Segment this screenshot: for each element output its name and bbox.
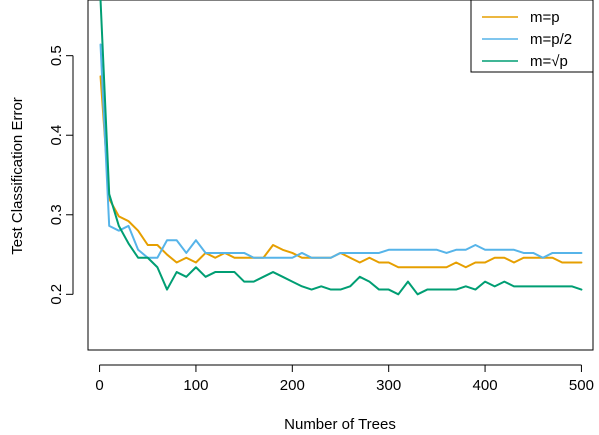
x-axis-title: Number of Trees — [284, 416, 396, 433]
series-line-3 — [99, 0, 583, 296]
x-tick-label: 100 — [183, 377, 208, 394]
y-tick-label: 0.5 — [48, 45, 65, 66]
legend-label: m=p — [530, 9, 560, 26]
legend-label: m=p/2 — [530, 31, 572, 48]
x-tick-label: 300 — [376, 377, 401, 394]
x-tick-label: 400 — [473, 377, 498, 394]
series-line-2 — [99, 43, 583, 259]
plot-frame — [87, 0, 594, 351]
y-tick-label: 0.4 — [48, 125, 65, 146]
x-tick-label: 200 — [280, 377, 305, 394]
legend-items: m=p m=p/2 m=√p — [482, 9, 572, 70]
x-tick-label: 0 — [95, 377, 103, 394]
legend-box — [470, 0, 594, 73]
x-tick-label: 500 — [569, 377, 594, 394]
y-axis: 0.2 0.3 0.4 0.5 — [48, 45, 74, 305]
x-axis: 0 100 200 300 400 500 — [95, 364, 594, 394]
legend-label: m=√p — [530, 53, 568, 70]
series-lines — [99, 0, 583, 296]
y-tick-label: 0.3 — [48, 204, 65, 225]
series-line-1 — [99, 75, 583, 269]
y-axis-title: Test Classification Error — [9, 97, 26, 255]
legend: m=p m=p/2 m=√p — [470, 0, 594, 73]
y-tick-label: 0.2 — [48, 284, 65, 305]
